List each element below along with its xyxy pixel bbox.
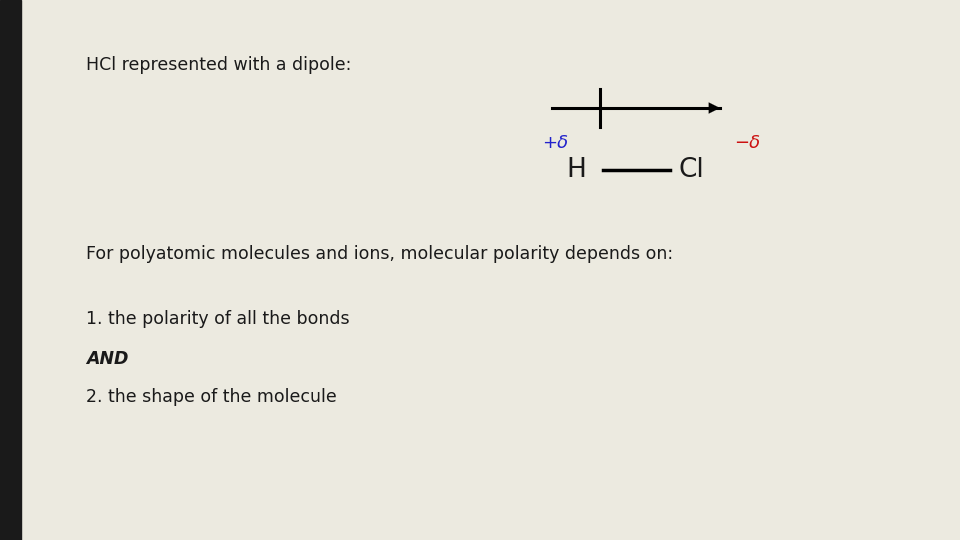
- Text: 2. the shape of the molecule: 2. the shape of the molecule: [86, 388, 337, 406]
- Text: 1. the polarity of all the bonds: 1. the polarity of all the bonds: [86, 309, 350, 328]
- Text: HCl represented with a dipole:: HCl represented with a dipole:: [86, 56, 351, 74]
- Bar: [0, 0, 21, 540]
- Text: +δ: +δ: [542, 134, 568, 152]
- Text: AND: AND: [86, 350, 129, 368]
- Text: −δ: −δ: [734, 134, 760, 152]
- Text: Cl: Cl: [679, 157, 704, 183]
- Text: For polyatomic molecules and ions, molecular polarity depends on:: For polyatomic molecules and ions, molec…: [86, 245, 674, 263]
- Text: H: H: [566, 157, 586, 183]
